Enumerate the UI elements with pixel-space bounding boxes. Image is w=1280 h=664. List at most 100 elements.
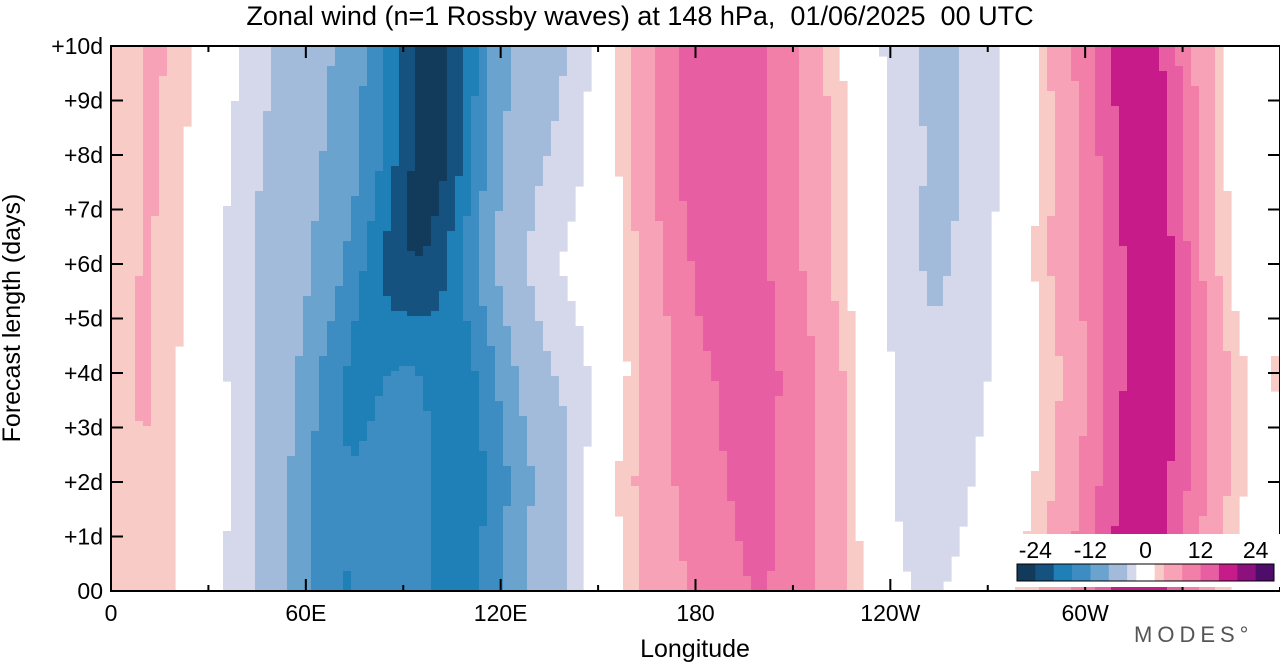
field-cell: [135, 221, 144, 227]
field-cell: [911, 236, 920, 242]
field-cell: [287, 81, 296, 87]
field-cell: [903, 231, 912, 237]
field-cell: [663, 161, 672, 167]
field-cell: [1063, 176, 1072, 182]
field-cell: [343, 211, 352, 217]
field-cell: [527, 121, 536, 127]
field-cell: [111, 186, 120, 192]
field-cell: [735, 51, 744, 57]
field-cell: [1047, 86, 1056, 92]
field-cell: [551, 156, 560, 162]
field-cell: [1111, 146, 1120, 152]
field-cell: [623, 46, 632, 52]
field-cell: [1215, 181, 1224, 187]
field-cell: [407, 226, 416, 232]
field-cell: [655, 191, 664, 197]
field-cell: [935, 71, 944, 77]
field-cell: [719, 216, 728, 222]
field-cell: [1103, 211, 1112, 217]
field-cell: [1087, 161, 1096, 167]
field-cell: [1087, 71, 1096, 77]
field-cell: [311, 246, 320, 252]
field-cell: [935, 141, 944, 147]
field-cell: [1087, 156, 1096, 162]
field-cell: [1159, 56, 1168, 62]
field-cell: [695, 186, 704, 192]
field-cell: [695, 211, 704, 217]
field-cell: [1151, 136, 1160, 142]
field-cell: [263, 146, 272, 152]
field-cell: [959, 81, 968, 87]
field-cell: [415, 231, 424, 237]
field-cell: [695, 226, 704, 232]
field-cell: [831, 56, 840, 62]
field-cell: [1135, 126, 1144, 132]
field-cell: [143, 156, 152, 162]
field-cell: [687, 171, 696, 177]
field-cell: [463, 56, 472, 62]
field-cell: [1111, 191, 1120, 197]
field-cell: [479, 111, 488, 117]
field-cell: [711, 111, 720, 117]
field-cell: [1215, 246, 1224, 252]
field-cell: [175, 181, 184, 187]
field-cell: [143, 136, 152, 142]
field-cell: [543, 246, 552, 252]
field-cell: [967, 191, 976, 197]
field-cell: [839, 241, 848, 247]
field-cell: [951, 186, 960, 192]
field-cell: [183, 86, 192, 92]
field-cell: [399, 141, 408, 147]
field-cell: [679, 196, 688, 202]
field-cell: [711, 106, 720, 112]
field-cell: [239, 101, 248, 107]
field-cell: [415, 126, 424, 132]
field-cell: [567, 81, 576, 87]
field-cell: [375, 126, 384, 132]
field-cell: [799, 186, 808, 192]
field-cell: [319, 231, 328, 237]
field-cell: [527, 141, 536, 147]
field-cell: [143, 251, 152, 257]
field-cell: [159, 71, 168, 77]
field-cell: [967, 186, 976, 192]
field-cell: [1111, 241, 1120, 247]
field-cell: [1031, 236, 1040, 242]
field-cell: [159, 46, 168, 52]
field-cell: [399, 136, 408, 142]
field-cell: [1119, 146, 1128, 152]
field-cell: [743, 176, 752, 182]
field-cell: [831, 86, 840, 92]
field-cell: [471, 211, 480, 217]
field-cell: [119, 96, 128, 102]
field-cell: [991, 76, 1000, 82]
field-cell: [159, 251, 168, 257]
field-cell: [911, 151, 920, 157]
field-cell: [615, 126, 624, 132]
field-cell: [719, 201, 728, 207]
field-cell: [911, 176, 920, 182]
field-cell: [1135, 231, 1144, 237]
field-cell: [159, 86, 168, 92]
field-cell: [727, 186, 736, 192]
field-cell: [1039, 181, 1048, 187]
field-cell: [663, 206, 672, 212]
field-cell: [807, 81, 816, 87]
field-cell: [151, 111, 160, 117]
field-cell: [1063, 76, 1072, 82]
field-cell: [567, 171, 576, 177]
field-cell: [823, 246, 832, 252]
field-cell: [1183, 226, 1192, 232]
field-cell: [1135, 191, 1144, 197]
field-cell: [1199, 201, 1208, 207]
field-cell: [935, 216, 944, 222]
field-cell: [119, 221, 128, 227]
field-cell: [159, 81, 168, 87]
field-cell: [279, 201, 288, 207]
field-cell: [1127, 176, 1136, 182]
field-cell: [823, 111, 832, 117]
field-cell: [575, 51, 584, 57]
field-cell: [1135, 206, 1144, 212]
field-cell: [367, 211, 376, 217]
field-cell: [919, 161, 928, 167]
